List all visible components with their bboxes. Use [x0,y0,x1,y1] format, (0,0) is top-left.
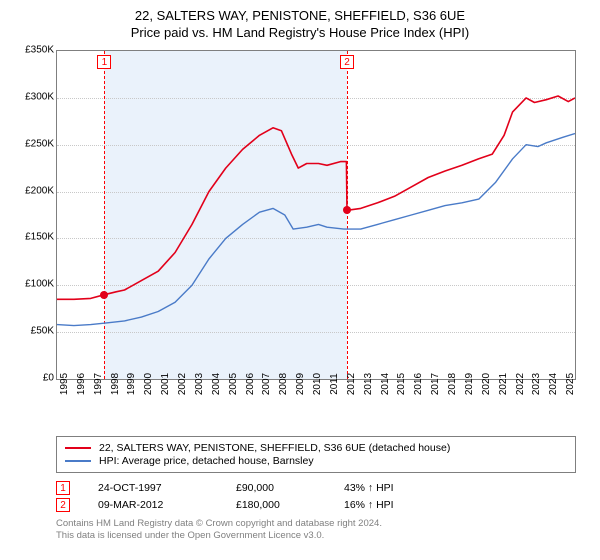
x-tick-label: 2006 [245,373,256,395]
x-tick-label: 2004 [211,373,222,395]
x-tick-label: 2012 [346,373,357,395]
event-date: 24-OCT-1997 [98,482,208,494]
legend-swatch-property [65,447,91,449]
x-tick-label: 2009 [295,373,306,395]
y-tick-label: £100K [14,279,54,290]
x-tick-label: 2020 [481,373,492,395]
event-row: 1 24-OCT-1997 £90,000 43% ↑ HPI [56,481,586,495]
attribution-line: This data is licensed under the Open Gov… [56,530,586,542]
event-marker-box: 2 [56,498,70,512]
x-tick-label: 2000 [143,373,154,395]
event-delta: 43% ↑ HPI [344,482,394,494]
x-tick-label: 2025 [565,373,576,395]
chart-title: 22, SALTERS WAY, PENISTONE, SHEFFIELD, S… [14,8,586,23]
x-tick-label: 1998 [110,373,121,395]
y-tick-label: £150K [14,232,54,243]
y-tick-label: £200K [14,185,54,196]
x-tick-label: 2001 [160,373,171,395]
x-tick-label: 2018 [447,373,458,395]
y-tick-label: £350K [14,45,54,56]
legend-label-hpi: HPI: Average price, detached house, Barn… [99,455,314,467]
series-property [57,96,575,299]
x-tick-label: 2015 [396,373,407,395]
x-tick-label: 2008 [278,373,289,395]
attribution-line: Contains HM Land Registry data © Crown c… [56,518,586,530]
x-tick-label: 2014 [380,373,391,395]
event-marker-box: 1 [56,481,70,495]
x-tick-label: 2013 [363,373,374,395]
event-price: £180,000 [236,499,316,511]
x-tick-label: 1999 [126,373,137,395]
x-tick-label: 2024 [548,373,559,395]
legend-row-property: 22, SALTERS WAY, PENISTONE, SHEFFIELD, S… [65,442,567,454]
y-tick-label: £300K [14,91,54,102]
series-svg [57,51,575,379]
event-delta: 16% ↑ HPI [344,499,394,511]
legend-row-hpi: HPI: Average price, detached house, Barn… [65,455,567,467]
chart-container: 22, SALTERS WAY, PENISTONE, SHEFFIELD, S… [0,0,600,560]
x-tick-label: 2023 [531,373,542,395]
x-tick-label: 2017 [430,373,441,395]
chart-subtitle: Price paid vs. HM Land Registry's House … [14,25,586,40]
chart-area: 12 £0£50K£100K£150K£200K£250K£300K£350K … [14,50,586,430]
x-tick-label: 2011 [329,373,340,395]
event-price: £90,000 [236,482,316,494]
x-tick-label: 2021 [498,373,509,395]
attribution-text: Contains HM Land Registry data © Crown c… [56,518,586,543]
x-tick-label: 2010 [312,373,323,395]
x-tick-label: 2022 [515,373,526,395]
x-tick-label: 1997 [93,373,104,395]
y-tick-label: £0 [14,373,54,384]
legend-box: 22, SALTERS WAY, PENISTONE, SHEFFIELD, S… [56,436,576,473]
x-tick-label: 1996 [76,373,87,395]
events-table: 1 24-OCT-1997 £90,000 43% ↑ HPI 2 09-MAR… [56,481,586,512]
series-hpi [57,134,575,326]
y-tick-label: £50K [14,326,54,337]
event-date: 09-MAR-2012 [98,499,208,511]
x-tick-label: 2016 [413,373,424,395]
x-tick-label: 1995 [59,373,70,395]
plot-region: 12 [56,50,576,380]
y-tick-label: £250K [14,138,54,149]
x-tick-label: 2019 [464,373,475,395]
x-tick-label: 2007 [261,373,272,395]
event-row: 2 09-MAR-2012 £180,000 16% ↑ HPI [56,498,586,512]
title-block: 22, SALTERS WAY, PENISTONE, SHEFFIELD, S… [14,8,586,40]
legend-swatch-hpi [65,460,91,462]
x-tick-label: 2003 [194,373,205,395]
x-tick-label: 2002 [177,373,188,395]
legend-label-property: 22, SALTERS WAY, PENISTONE, SHEFFIELD, S… [99,442,450,454]
x-tick-label: 2005 [228,373,239,395]
